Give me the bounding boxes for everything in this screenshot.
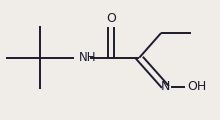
Text: OH: OH	[187, 81, 206, 93]
Text: N: N	[161, 81, 170, 93]
Text: NH: NH	[79, 51, 96, 64]
Text: O: O	[106, 12, 116, 25]
